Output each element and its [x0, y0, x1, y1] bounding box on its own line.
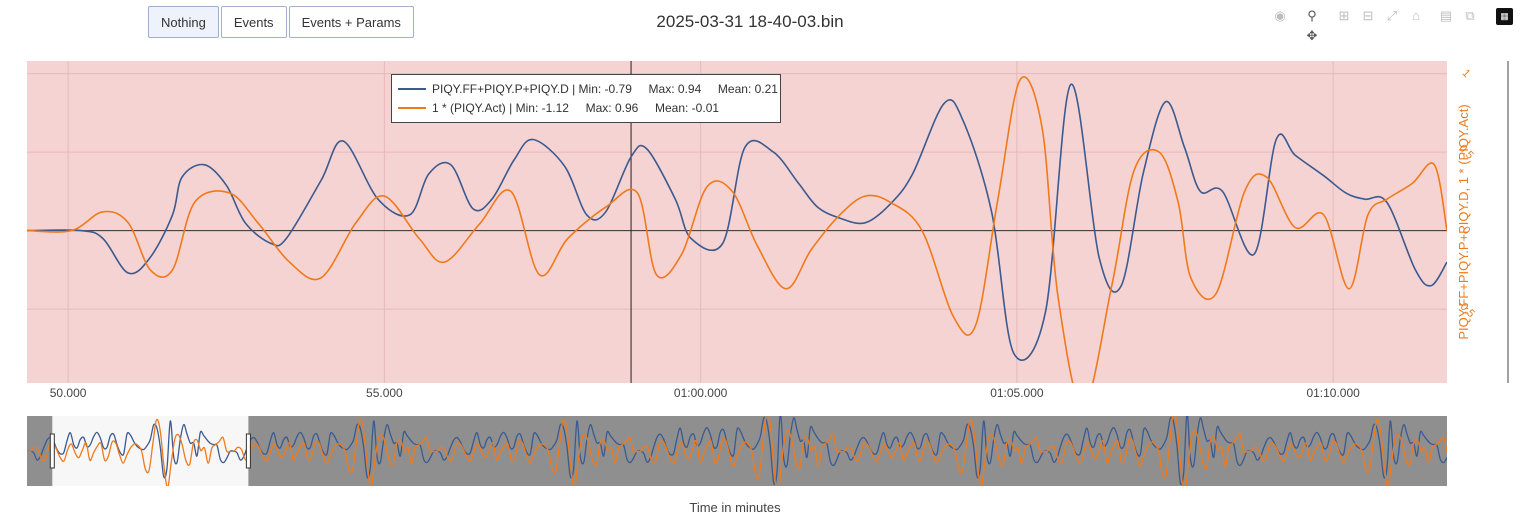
legend-item-series1[interactable]: PIQY.FF+PIQY.P+PIQY.D | Min: -0.79 Max: … [398, 80, 778, 98]
copy-icon[interactable]: ⧉ [1465, 8, 1475, 23]
mode-button-nothing[interactable]: Nothing [148, 6, 219, 38]
legend-series-name: PIQY.FF+PIQY.P+PIQY.D [432, 82, 569, 96]
range-slider-handle-right[interactable] [245, 433, 251, 469]
x-tick-label: 01:00.000 [674, 386, 728, 400]
range-slider-handle-left[interactable] [49, 433, 55, 469]
zoom-icon[interactable]: ⚲ [1307, 8, 1317, 23]
pan-icon[interactable]: ✥ [1306, 28, 1318, 43]
chart-title: 2025-03-31 18-40-03.bin [656, 12, 844, 31]
plotly-logo-icon[interactable]: ▦ [1496, 8, 1513, 25]
autoscale-icon[interactable]: ⤢ [1386, 8, 1398, 23]
mode-button-events-params[interactable]: Events + Params [288, 6, 414, 38]
x-axis-label: Time in minutes [689, 500, 781, 515]
reset-axes-icon[interactable]: ⌂ [1412, 8, 1420, 23]
x-tick-labels: 50.000 55.000 01:00.000 01:05.000 01:10.000 [50, 386, 1360, 400]
range-slider-background [27, 416, 1447, 486]
legend-swatch [398, 107, 426, 109]
series-layer [27, 76, 1447, 407]
y-tick-label: 1 [1460, 67, 1473, 80]
legend-series-stats: Min: -0.79 Max: 0.94 Mean: 0.21 [578, 82, 778, 96]
modebar: ◉ ⚲ ✥ ⊞ ⊟ ⤢ ⌂ ▤ ⧉ ▦ [1268, 6, 1518, 46]
zoom-out-icon[interactable]: ⊟ [1362, 8, 1374, 23]
x-tick-label: 01:10.000 [1306, 386, 1360, 400]
x-tick-label: 01:05.000 [990, 386, 1044, 400]
range-slider-trace-2 [27, 416, 1447, 486]
range-slider[interactable] [27, 411, 1447, 496]
zoom-in-icon[interactable]: ⊞ [1338, 8, 1350, 23]
legend-item-series2[interactable]: 1 * (PIQY.Act) | Min: -1.12 Max: 0.96 Me… [398, 99, 719, 117]
y-axis-label: PIQY.FF+PIQY.P+PIQY.D, 1 * (PIQY.Act) [1456, 104, 1471, 339]
legend: PIQY.FF+PIQY.P+PIQY.D | Min: -0.79 Max: … [391, 74, 781, 123]
x-tick-label: 50.000 [50, 386, 87, 400]
mode-button-group: Nothing Events Events + Params [148, 6, 416, 38]
series-line-1[interactable] [27, 83, 1447, 361]
save-icon[interactable]: ▤ [1439, 8, 1453, 23]
legend-series-name: 1 * (PIQY.Act) [432, 101, 506, 115]
range-slider-window[interactable] [52, 416, 249, 486]
x-tick-label: 55.000 [366, 386, 403, 400]
legend-series-stats: Min: -1.12 Max: 0.96 Mean: -0.01 [515, 101, 720, 115]
series-line-2[interactable] [27, 76, 1447, 407]
camera-icon[interactable]: ◉ [1274, 8, 1286, 23]
legend-swatch [398, 88, 426, 90]
mode-button-events[interactable]: Events [220, 6, 287, 38]
